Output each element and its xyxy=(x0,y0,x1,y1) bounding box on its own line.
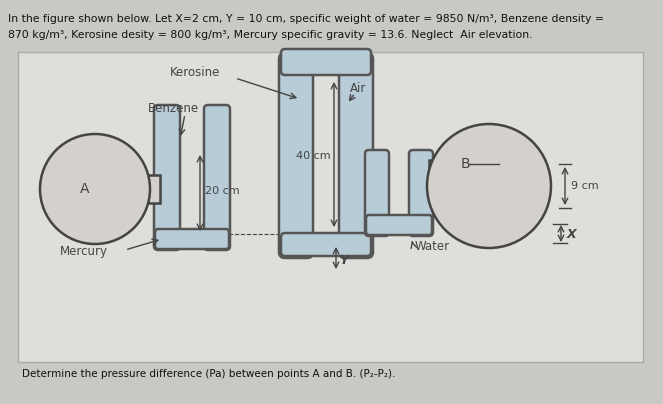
FancyBboxPatch shape xyxy=(409,150,433,236)
Text: A: A xyxy=(80,182,90,196)
FancyBboxPatch shape xyxy=(204,105,230,250)
FancyBboxPatch shape xyxy=(154,105,180,250)
Text: Benzene: Benzene xyxy=(148,103,199,116)
Text: Determine the pressure difference (Pa) between points A and B. (P₂-P₂).: Determine the pressure difference (Pa) b… xyxy=(22,369,395,379)
Text: 20 cm: 20 cm xyxy=(205,186,239,196)
Circle shape xyxy=(427,124,551,248)
Text: Air: Air xyxy=(350,82,367,95)
Text: X: X xyxy=(567,227,577,240)
FancyBboxPatch shape xyxy=(365,150,389,236)
FancyBboxPatch shape xyxy=(339,53,373,258)
FancyBboxPatch shape xyxy=(18,52,643,362)
Text: Water: Water xyxy=(415,240,450,253)
Text: In the figure shown below. Let X=2 cm, Y = 10 cm, specific weight of water = 985: In the figure shown below. Let X=2 cm, Y… xyxy=(8,14,604,24)
FancyBboxPatch shape xyxy=(279,53,313,258)
Text: B: B xyxy=(461,157,471,171)
Text: 40 cm: 40 cm xyxy=(296,151,331,161)
Circle shape xyxy=(40,134,150,244)
FancyBboxPatch shape xyxy=(155,229,229,249)
FancyBboxPatch shape xyxy=(281,233,371,256)
Text: 870 kg/m³, Kerosine desity = 800 kg/m³, Mercury specific gravity = 13.6. Neglect: 870 kg/m³, Kerosine desity = 800 kg/m³, … xyxy=(8,30,532,40)
Text: Kerosine: Kerosine xyxy=(170,65,220,78)
Text: 9 cm: 9 cm xyxy=(571,181,599,191)
FancyBboxPatch shape xyxy=(281,49,371,75)
Text: Mercury: Mercury xyxy=(60,246,108,259)
Text: Y: Y xyxy=(339,253,348,267)
FancyBboxPatch shape xyxy=(366,215,432,235)
Bar xyxy=(148,175,160,203)
Bar xyxy=(429,160,431,176)
